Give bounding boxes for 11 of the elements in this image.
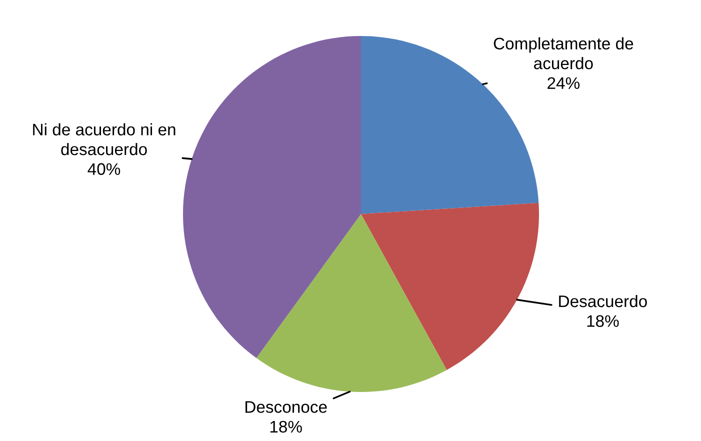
data-label: 18%	[587, 315, 619, 327]
data-label: 40%	[88, 163, 120, 175]
data-label: 18%	[270, 420, 302, 433]
pie-slice	[361, 202, 539, 370]
data-label: 24%	[548, 77, 580, 89]
slice-label: Desconoce	[246, 401, 327, 413]
slice-label: Desacuerdo	[559, 294, 647, 308]
pie-slice	[183, 36, 361, 358]
slice-label: Ni de acuerdo ni en desacuerdo	[33, 123, 176, 156]
pie-slice	[256, 214, 447, 392]
slice-label: Completamente de acuerdo	[494, 37, 634, 70]
